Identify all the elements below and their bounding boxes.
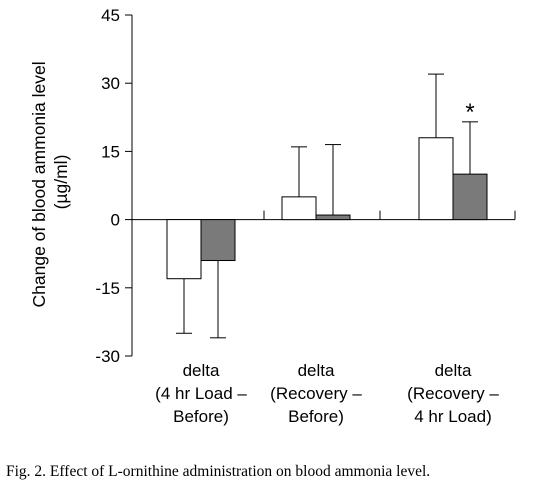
y-tick-label-2: 15 — [101, 142, 120, 161]
y-axis-label-line-1: Change of blood ammonia level — [29, 61, 49, 307]
bar-s2-c1 — [200, 219, 236, 262]
bar-s1-c1 — [166, 219, 202, 280]
significance-marker-0: * — [465, 99, 474, 126]
x-category-label-2-line-1: delta — [298, 361, 335, 380]
y-axis-label: Change of blood ammonia level (µg/ml) — [29, 56, 71, 307]
bar-s1-c2 — [281, 196, 317, 221]
x-category-label-1: delta (4 hr Load – Before) — [155, 361, 247, 426]
y-tick-label-1: 30 — [101, 74, 120, 93]
x-category-label-2-line-2: (Recovery – — [270, 384, 362, 403]
bar-s1-c3 — [418, 137, 454, 221]
x-category-label-2-line-3: Before) — [288, 407, 344, 426]
x-category-label-2: delta (Recovery – Before) — [270, 361, 362, 426]
x-category-label-3-line-2: (Recovery – — [407, 384, 499, 403]
x-category-label-1-line-3: Before) — [173, 407, 229, 426]
y-axis-label-line-2: (µg/ml) — [51, 155, 71, 210]
y-tick-label-3: 0 — [111, 211, 120, 230]
x-category-label-3: delta (Recovery – 4 hr Load) — [407, 361, 499, 426]
y-tick-label-4: -15 — [95, 279, 120, 298]
x-category-label-1-line-1: delta — [183, 361, 220, 380]
x-category-label-3-line-3: 4 hr Load) — [414, 407, 492, 426]
y-tick-label-5: -30 — [95, 347, 120, 366]
bar-s2-c2 — [315, 214, 351, 221]
y-tick-label-0: 45 — [101, 6, 120, 25]
bar-s2-c3 — [452, 173, 488, 221]
figure-caption: Fig. 2. Effect of L-ornithine administra… — [6, 463, 431, 480]
x-category-label-3-line-1: delta — [435, 361, 472, 380]
x-category-label-1-line-2: (4 hr Load – — [155, 384, 247, 403]
